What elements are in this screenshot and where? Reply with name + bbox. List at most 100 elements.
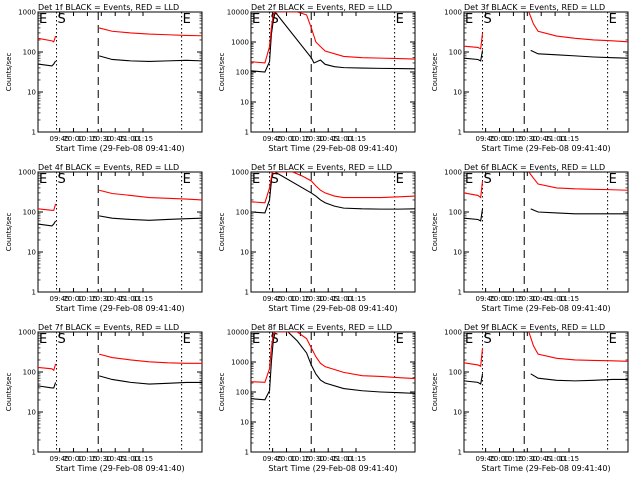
event-marker-label: E	[252, 12, 260, 27]
plot-frame	[37, 331, 203, 453]
x-tick-label: 09:45	[50, 135, 70, 143]
event-marker-label: S	[58, 12, 66, 27]
plot-frame	[250, 171, 416, 293]
chart-svg: Det 3f BLACK = Events, RED = LLD 1 10 100 10…	[431, 3, 629, 153]
series-lld-line	[251, 12, 415, 64]
x-tick-label: 11:00	[119, 295, 139, 303]
y-tick-label: 100	[23, 369, 36, 377]
x-tick-label: 11:00	[119, 455, 139, 463]
y-tick-label: 10	[453, 249, 462, 257]
series-group	[38, 353, 202, 389]
x-tick-label: 09:45	[263, 295, 283, 303]
detector-panel-7: Det 7f BLACK = Events, RED = LLD 1 10 100 10…	[0, 320, 213, 480]
x-tick-label: 10:30	[91, 295, 111, 303]
chart-title: Det 3f BLACK = Events, RED = LLD	[464, 3, 605, 12]
x-tick-label: 11:15	[133, 135, 153, 143]
x-tick-label: 10:00	[489, 135, 509, 143]
event-marker-label: E	[465, 172, 473, 187]
detector-panel-4: Det 4f BLACK = Events, RED = LLD 1 10 100 10…	[0, 160, 213, 320]
series-lld-line	[464, 332, 628, 367]
y-tick-label: 100	[23, 49, 36, 57]
event-marker-label: E	[396, 172, 404, 187]
y-tick-label: 1000	[444, 9, 462, 17]
x-tick-label: 10:00	[489, 295, 509, 303]
x-tick-label: 11:00	[545, 455, 565, 463]
x-tick-label: 09:45	[476, 135, 496, 143]
event-marker-label: E	[465, 12, 473, 27]
y-axis-label: Counts/sec	[218, 373, 226, 412]
event-marker-label: E	[465, 332, 473, 347]
chart-title: Det 9f BLACK = Events, RED = LLD	[464, 323, 605, 332]
series-events-line	[251, 332, 415, 401]
y-tick-label: 1	[458, 129, 462, 137]
x-tick-label: 11:00	[119, 135, 139, 143]
y-tick-label: 1	[32, 129, 36, 137]
x-axis-label: Start Time (29-Feb-08 09:41:40)	[481, 144, 610, 153]
y-axis-label: Counts/sec	[5, 373, 13, 412]
detector-panel-1: Det 1f BLACK = Events, RED = LLD 1 10 100 10…	[0, 0, 213, 160]
y-tick-label: 1	[458, 449, 462, 457]
y-axis-label: Counts/sec	[5, 213, 13, 252]
y-tick-label: 100	[236, 209, 249, 217]
y-tick-label: 10	[240, 419, 249, 427]
x-tick-label: 10:00	[276, 135, 296, 143]
x-axis-label: Start Time (29-Feb-08 09:41:40)	[481, 304, 610, 313]
detector-panel-8: Det 8f BLACK = Events, RED = LLD 1 10 100 10…	[213, 320, 426, 480]
x-tick-label: 10:45	[531, 455, 551, 463]
y-tick-label: 1000	[231, 169, 249, 177]
event-marker-label: E	[183, 172, 191, 187]
y-tick-label: 100	[23, 209, 36, 217]
y-tick-label: 1000	[18, 169, 36, 177]
y-tick-label: 10000	[227, 9, 249, 17]
series-lld-line	[464, 12, 628, 50]
x-tick-label: 10:45	[318, 455, 338, 463]
y-tick-label: 1	[245, 129, 249, 137]
chart-svg: Det 7f BLACK = Events, RED = LLD 1 10 100 10…	[5, 323, 203, 473]
chart-title: Det 2f BLACK = Events, RED = LLD	[251, 3, 392, 12]
x-tick-label: 10:30	[91, 135, 111, 143]
event-marker-label: S	[484, 12, 492, 27]
chart-svg: Det 2f BLACK = Events, RED = LLD 1 10 100 10…	[218, 3, 416, 153]
series-events-line	[251, 172, 415, 214]
y-tick-label: 1000	[18, 9, 36, 17]
event-marker-label: E	[609, 12, 617, 27]
x-axis-label: Start Time (29-Feb-08 09:41:40)	[481, 464, 610, 473]
y-tick-label: 1000	[444, 329, 462, 337]
y-tick-label: 10	[453, 409, 462, 417]
y-tick-label: 10	[27, 409, 36, 417]
y-tick-label: 1000	[18, 329, 36, 337]
y-tick-label: 1	[32, 449, 36, 457]
x-tick-label: 10:00	[489, 455, 509, 463]
y-axis-label: Counts/sec	[431, 213, 439, 252]
x-tick-label: 10:45	[105, 295, 125, 303]
x-tick-label: 11:00	[332, 455, 352, 463]
event-marker-label: S	[484, 332, 492, 347]
x-tick-label: 10:00	[63, 295, 83, 303]
series-lld-line	[251, 172, 415, 204]
chart-title: Det 1f BLACK = Events, RED = LLD	[38, 3, 179, 12]
x-axis-label: Start Time (29-Feb-08 09:41:40)	[55, 464, 184, 473]
x-tick-label: 11:15	[346, 295, 366, 303]
x-tick-label: 09:45	[50, 455, 70, 463]
y-tick-label: 10	[453, 89, 462, 97]
series-group	[251, 172, 415, 214]
event-marker-label: E	[252, 172, 260, 187]
detector-panel-9: Det 9f BLACK = Events, RED = LLD 1 10 100 10…	[426, 320, 639, 480]
detector-panel-2: Det 2f BLACK = Events, RED = LLD 1 10 100 10…	[213, 0, 426, 160]
x-tick-label: 09:45	[50, 295, 70, 303]
series-group	[251, 332, 415, 401]
y-tick-label: 1	[245, 449, 249, 457]
x-tick-label: 11:00	[545, 295, 565, 303]
series-group	[38, 27, 202, 67]
x-tick-label: 10:30	[517, 295, 537, 303]
x-tick-label: 10:30	[304, 455, 324, 463]
series-lld-line	[38, 353, 202, 372]
y-axis-label: Counts/sec	[218, 53, 226, 92]
chart-title: Det 6f BLACK = Events, RED = LLD	[464, 163, 605, 172]
event-marker-label: S	[484, 172, 492, 187]
series-lld-line	[38, 189, 202, 211]
x-tick-label: 11:15	[346, 455, 366, 463]
x-tick-label: 10:30	[517, 455, 537, 463]
